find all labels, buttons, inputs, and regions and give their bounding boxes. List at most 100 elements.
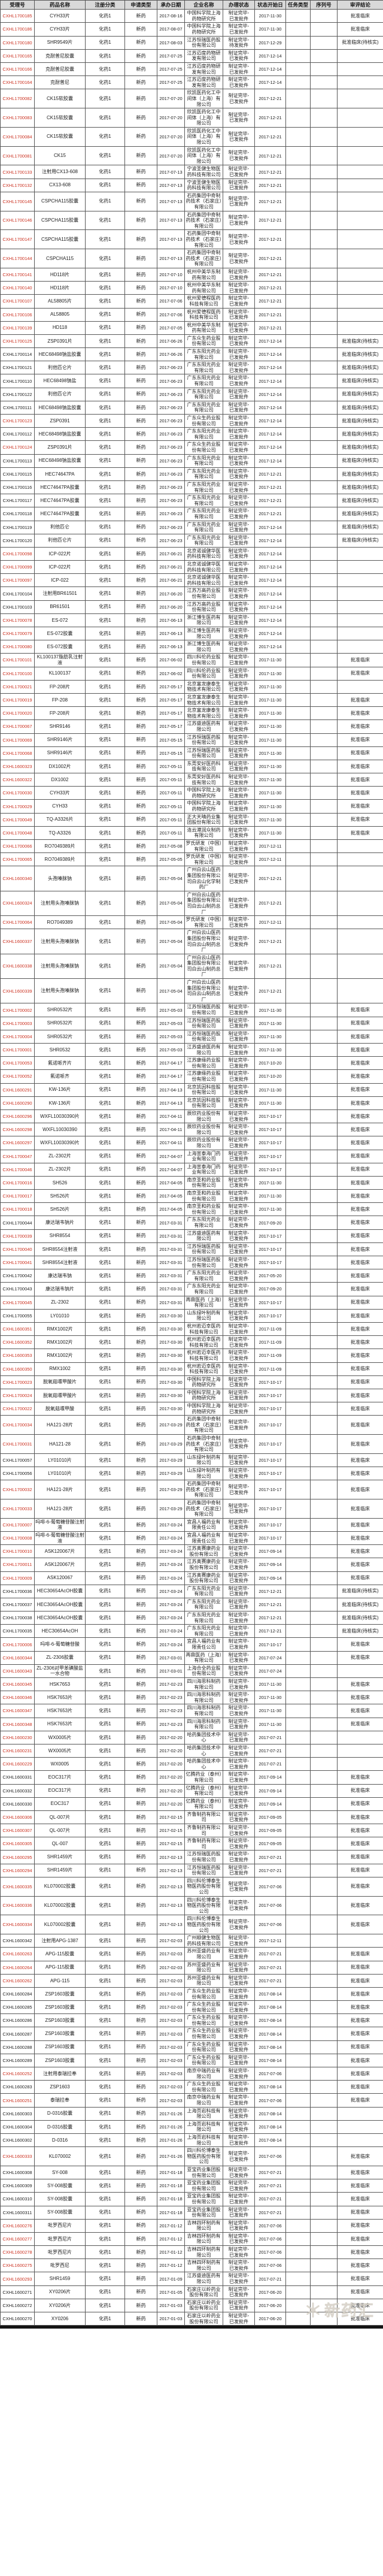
- acceptance-no-link[interactable]: CXHL1700101: [0, 653, 35, 667]
- acceptance-no-link[interactable]: CXHL1600283: [0, 2080, 35, 2094]
- acceptance-no-link[interactable]: CXHL1600230: [0, 1730, 35, 1744]
- acceptance-no-link[interactable]: CXHL1700046: [0, 1162, 35, 1177]
- acceptance-no-link[interactable]: CXHL1600348: [0, 1717, 35, 1731]
- acceptance-no-link[interactable]: CXHL1700113: [0, 453, 35, 468]
- acceptance-no-link[interactable]: CXHL1600309: [0, 2179, 35, 2193]
- acceptance-no-link[interactable]: CXHL1600324: [0, 890, 35, 917]
- acceptance-no-link[interactable]: CXHL1700116: [0, 480, 35, 495]
- acceptance-no-link[interactable]: CXHL1600335: [0, 1876, 35, 1897]
- acceptance-no-link[interactable]: CXHL1700097: [0, 573, 35, 588]
- acceptance-no-link[interactable]: CXHL1700133: [0, 165, 35, 179]
- acceptance-no-link[interactable]: CXHL1700165: [0, 49, 35, 63]
- acceptance-no-link[interactable]: CXHL1700039: [0, 1229, 35, 1243]
- acceptance-no-link[interactable]: CXHL1600308: [0, 2165, 35, 2180]
- acceptance-no-link[interactable]: CXHL1700117: [0, 494, 35, 508]
- acceptance-no-link[interactable]: CXHL1700018: [0, 1202, 35, 1217]
- acceptance-no-link[interactable]: CXHL1700033: [0, 1498, 35, 1519]
- acceptance-no-link[interactable]: CXHL1600290: [0, 1096, 35, 1110]
- acceptance-no-link[interactable]: CXHL1700047: [0, 1149, 35, 1163]
- acceptance-no-link[interactable]: CXHL1700029: [0, 799, 35, 814]
- acceptance-no-link[interactable]: CXHL1700100: [0, 666, 35, 681]
- acceptance-no-link[interactable]: CXHL1600322: [0, 773, 35, 787]
- acceptance-no-link[interactable]: CXHL1600289: [0, 2053, 35, 2068]
- acceptance-no-link[interactable]: CXHL1600293: [0, 2272, 35, 2286]
- acceptance-no-link[interactable]: CXHL1700104: [0, 586, 35, 601]
- acceptance-no-link[interactable]: CXHL1700146: [0, 210, 35, 231]
- acceptance-no-link[interactable]: CXHL1700032: [0, 1480, 35, 1499]
- acceptance-no-link[interactable]: CXHL1700004: [0, 1029, 35, 1044]
- acceptance-no-link[interactable]: CXHL1700078: [0, 613, 35, 628]
- acceptance-no-link[interactable]: CXHL1700036: [0, 1584, 35, 1598]
- acceptance-no-link[interactable]: CXHL1600330: [0, 1797, 35, 1811]
- acceptance-no-link[interactable]: CXHL1600352: [0, 1335, 35, 1350]
- acceptance-no-link[interactable]: CXHL1700037: [0, 1597, 35, 1612]
- acceptance-no-link[interactable]: CXHL1700017: [0, 1189, 35, 1204]
- acceptance-no-link[interactable]: CXHL1700065: [0, 852, 35, 867]
- acceptance-no-link[interactable]: CXHL1700002: [0, 1003, 35, 1017]
- acceptance-no-link[interactable]: CXHL1600271: [0, 2285, 35, 2299]
- acceptance-no-link[interactable]: CXHL1600346: [0, 1691, 35, 1705]
- acceptance-no-link[interactable]: CXHL1700084: [0, 126, 35, 147]
- acceptance-no-link[interactable]: CXHL1700080: [0, 640, 35, 654]
- acceptance-no-link[interactable]: CXHL1700114: [0, 347, 35, 362]
- acceptance-no-link[interactable]: CXHL1600297: [0, 1136, 35, 1150]
- acceptance-no-link[interactable]: CXHL1700132: [0, 178, 35, 192]
- acceptance-no-link[interactable]: CXHL1700010: [0, 1544, 35, 1559]
- acceptance-no-link[interactable]: CXHL1600343: [0, 1664, 35, 1679]
- acceptance-no-link[interactable]: CXHL1700022: [0, 1402, 35, 1416]
- acceptance-no-link[interactable]: CXHL1700069: [0, 733, 35, 747]
- acceptance-no-link[interactable]: CXHL1600304: [0, 2120, 35, 2134]
- acceptance-no-link[interactable]: CXHL1700003: [0, 1016, 35, 1030]
- acceptance-no-link[interactable]: CXHL1700030: [0, 786, 35, 800]
- acceptance-no-link[interactable]: CXHL1700048: [0, 826, 35, 840]
- acceptance-no-link[interactable]: CXHL1700166: [0, 62, 35, 77]
- acceptance-no-link[interactable]: CXHL1600353: [0, 1349, 35, 1363]
- acceptance-no-link[interactable]: CXHL1700023: [0, 1375, 35, 1389]
- acceptance-no-link[interactable]: CXHL1600338: [0, 953, 35, 979]
- acceptance-no-link[interactable]: CXHL1700110: [0, 374, 35, 388]
- acceptance-no-link[interactable]: CXHL1600311: [0, 2205, 35, 2220]
- acceptance-no-link[interactable]: CXHL1700043: [0, 1282, 35, 1296]
- acceptance-no-link[interactable]: CXHL1600252: [0, 2067, 35, 2081]
- acceptance-no-link[interactable]: CXHL1700145: [0, 191, 35, 211]
- acceptance-no-link[interactable]: CXHL1700007: [0, 1517, 35, 1532]
- acceptance-no-link[interactable]: CXHL1600336: [0, 1895, 35, 1916]
- acceptance-no-link[interactable]: CXHL1700147: [0, 229, 35, 250]
- acceptance-no-link[interactable]: CXHL1600284: [0, 1987, 35, 2001]
- acceptance-no-link[interactable]: CXHL1700144: [0, 249, 35, 268]
- acceptance-no-link[interactable]: CXHL1700052: [0, 1069, 35, 1084]
- acceptance-no-link[interactable]: CXHL1700009: [0, 1571, 35, 1585]
- acceptance-no-link[interactable]: CXHL1600307: [0, 1824, 35, 1838]
- acceptance-no-link[interactable]: CXHL1700139: [0, 321, 35, 335]
- acceptance-no-link[interactable]: CXHL1700035: [0, 1624, 35, 1638]
- acceptance-no-link[interactable]: CXHL1700044: [0, 1216, 35, 1230]
- acceptance-no-link[interactable]: CXHL1600285: [0, 2000, 35, 2015]
- acceptance-no-link[interactable]: CXHL1700083: [0, 108, 35, 128]
- acceptance-no-link[interactable]: CXHL1700106: [0, 307, 35, 322]
- acceptance-no-link[interactable]: CXHL1700103: [0, 600, 35, 614]
- acceptance-no-link[interactable]: CXHL1600337: [0, 929, 35, 954]
- acceptance-no-link[interactable]: CXHL1700112: [0, 427, 35, 442]
- acceptance-no-link[interactable]: CXHL1600276: [0, 2218, 35, 2233]
- acceptance-no-link[interactable]: CXHL1600306: [0, 1810, 35, 1825]
- acceptance-no-link[interactable]: CXHL1600350: [0, 1362, 35, 1376]
- acceptance-no-link[interactable]: CXHL1700031: [0, 1434, 35, 1454]
- acceptance-no-link[interactable]: CXHL1600298: [0, 1123, 35, 1137]
- acceptance-no-link[interactable]: CXHL1600342: [0, 1934, 35, 1948]
- acceptance-no-link[interactable]: CXHL1600263: [0, 1947, 35, 1961]
- acceptance-no-link[interactable]: CXHL1600345: [0, 1677, 35, 1692]
- acceptance-no-link[interactable]: CXHL1600286: [0, 2013, 35, 2028]
- acceptance-no-link[interactable]: CXHL1700123: [0, 413, 35, 428]
- acceptance-no-link[interactable]: CXHL1600231: [0, 1743, 35, 1758]
- acceptance-no-link[interactable]: CXHL1700180: [0, 35, 35, 50]
- acceptance-no-link[interactable]: CXHL1700038: [0, 1611, 35, 1625]
- acceptance-no-link[interactable]: CXHL1700055: [0, 1308, 35, 1323]
- acceptance-no-link[interactable]: CXHL1700140: [0, 281, 35, 295]
- acceptance-no-link[interactable]: CXHL1600272: [0, 2298, 35, 2313]
- acceptance-no-link[interactable]: CXHL1600277: [0, 2232, 35, 2247]
- acceptance-no-link[interactable]: CXHL1700068: [0, 746, 35, 760]
- acceptance-no-link[interactable]: CXHL1700020: [0, 706, 35, 721]
- acceptance-no-link[interactable]: CXHL1600264: [0, 1960, 35, 1975]
- acceptance-no-link[interactable]: CXHL1600294: [0, 1863, 35, 1877]
- acceptance-no-link[interactable]: CXHL1600331: [0, 1770, 35, 1785]
